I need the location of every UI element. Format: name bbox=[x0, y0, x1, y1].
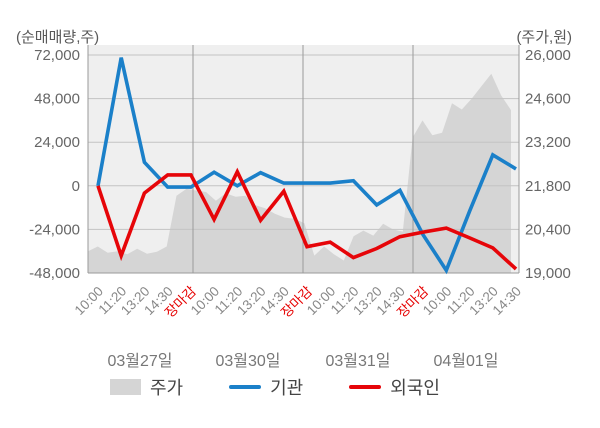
right-axis-unit-label: (주가,원) bbox=[516, 29, 572, 46]
right-axis-tick-label: 20,400 bbox=[525, 221, 571, 238]
legend-item-price: 주가 bbox=[110, 374, 183, 400]
day-label: 04월01일 bbox=[433, 352, 498, 370]
right-axis-tick-label: 24,600 bbox=[525, 91, 571, 108]
price-volume-chart: 72,000 48,000 24,000 0 -24,000 -48,000 26,000 2… bbox=[29, 45, 571, 370]
legend-label-foreigner: 외국인 bbox=[390, 378, 440, 398]
left-axis-tick-label: -48,000 bbox=[29, 265, 80, 282]
left-axis-tick-label: 24,000 bbox=[34, 134, 80, 151]
left-axis-tick-label: 72,000 bbox=[34, 47, 80, 64]
legend-item-institution: 기관 bbox=[229, 374, 303, 400]
right-axis-tick-label: 26,000 bbox=[525, 47, 571, 64]
foreigner-line bbox=[96, 167, 518, 271]
price-area-swatch bbox=[110, 379, 141, 395]
day-label: 03월27일 bbox=[107, 352, 172, 370]
left-axis-tick-label: 0 bbox=[72, 178, 80, 195]
legend-item-foreigner: 외국인 bbox=[349, 374, 440, 400]
chart-legend: 주가 기관 외국인 bbox=[110, 374, 440, 400]
right-axis-tick-label: 19,000 bbox=[525, 265, 571, 282]
right-axis-tick-label: 21,800 bbox=[525, 178, 571, 195]
legend-label-institution: 기관 bbox=[270, 378, 304, 398]
left-axis-unit-label: (순매매량,주) bbox=[16, 29, 100, 46]
institution-line bbox=[96, 57, 517, 275]
left-axis-tick-label: 48,000 bbox=[34, 91, 80, 108]
price-area-series bbox=[88, 73, 511, 273]
right-axis-tick-label: 23,200 bbox=[525, 134, 571, 151]
foreigner-line-swatch bbox=[349, 385, 382, 389]
legend-label-price: 주가 bbox=[150, 378, 184, 398]
institution-line-swatch bbox=[229, 385, 262, 389]
day-label: 03월31일 bbox=[325, 352, 390, 370]
left-axis-tick-label: -24,000 bbox=[29, 221, 80, 238]
day-label: 03월30일 bbox=[215, 352, 280, 370]
